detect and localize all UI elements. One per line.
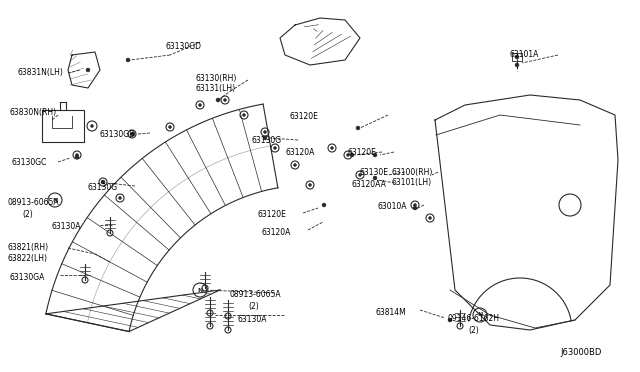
Text: 63130(RH): 63130(RH) xyxy=(196,74,237,83)
Circle shape xyxy=(193,283,207,297)
Circle shape xyxy=(216,98,220,102)
Text: 63101(LH): 63101(LH) xyxy=(392,178,432,187)
Circle shape xyxy=(118,196,122,199)
Text: 63130GB: 63130GB xyxy=(100,130,135,139)
Text: 08913-6065A: 08913-6065A xyxy=(8,198,60,207)
Circle shape xyxy=(90,125,93,128)
Circle shape xyxy=(126,58,130,62)
Text: 63831N(LH): 63831N(LH) xyxy=(18,68,64,77)
Circle shape xyxy=(264,131,266,134)
Circle shape xyxy=(86,68,90,72)
Circle shape xyxy=(168,125,172,128)
Text: J63000BD: J63000BD xyxy=(560,348,602,357)
Circle shape xyxy=(243,113,246,116)
Circle shape xyxy=(131,132,135,136)
Text: 09146-6162H: 09146-6162H xyxy=(447,314,499,323)
Circle shape xyxy=(263,136,267,140)
Text: 63120AA: 63120AA xyxy=(352,180,387,189)
Circle shape xyxy=(330,147,333,150)
Text: 63131(LH): 63131(LH) xyxy=(196,84,236,93)
Circle shape xyxy=(101,180,105,184)
Circle shape xyxy=(48,193,62,207)
Text: 63130A: 63130A xyxy=(52,222,81,231)
Circle shape xyxy=(429,217,431,219)
Text: 63120A: 63120A xyxy=(285,148,314,157)
Circle shape xyxy=(87,121,97,131)
Circle shape xyxy=(350,153,354,157)
Circle shape xyxy=(356,126,360,130)
Text: 63130GA: 63130GA xyxy=(10,273,45,282)
Text: (2): (2) xyxy=(468,326,479,335)
Text: 63130GC: 63130GC xyxy=(12,158,47,167)
Text: 08913-6065A: 08913-6065A xyxy=(230,290,282,299)
Circle shape xyxy=(75,155,79,159)
Circle shape xyxy=(515,55,519,59)
Circle shape xyxy=(102,180,104,183)
Circle shape xyxy=(294,164,296,167)
Text: 63822(LH): 63822(LH) xyxy=(8,254,48,263)
Text: N: N xyxy=(197,288,203,292)
Text: 63130G: 63130G xyxy=(252,136,282,145)
Circle shape xyxy=(76,154,79,157)
Circle shape xyxy=(373,176,377,180)
Text: 63830N(RH): 63830N(RH) xyxy=(10,108,57,117)
Circle shape xyxy=(515,63,519,67)
Circle shape xyxy=(322,203,326,207)
Circle shape xyxy=(131,132,134,135)
Text: (2): (2) xyxy=(22,210,33,219)
Text: 63101A: 63101A xyxy=(510,50,540,59)
Text: 63821(RH): 63821(RH) xyxy=(8,243,49,252)
Text: 63100(RH): 63100(RH) xyxy=(392,168,433,177)
Circle shape xyxy=(308,183,312,186)
Circle shape xyxy=(223,99,227,102)
Circle shape xyxy=(358,173,362,176)
Circle shape xyxy=(473,308,487,322)
Circle shape xyxy=(448,318,452,322)
Text: 63130E: 63130E xyxy=(360,168,389,177)
Text: N: N xyxy=(477,312,483,317)
Text: 63130GD: 63130GD xyxy=(165,42,201,51)
Text: 63120E: 63120E xyxy=(290,112,319,121)
Circle shape xyxy=(413,203,417,206)
Text: N: N xyxy=(52,198,58,202)
Circle shape xyxy=(273,147,276,150)
Circle shape xyxy=(373,153,377,157)
Circle shape xyxy=(198,103,202,106)
Text: 63814M: 63814M xyxy=(375,308,406,317)
Text: 63130G: 63130G xyxy=(88,183,118,192)
Text: 63120A: 63120A xyxy=(262,228,291,237)
Text: 63120E: 63120E xyxy=(348,148,377,157)
Text: 63130A: 63130A xyxy=(238,315,268,324)
Circle shape xyxy=(413,206,417,210)
Text: 63120E: 63120E xyxy=(258,210,287,219)
Text: (2): (2) xyxy=(248,302,259,311)
Circle shape xyxy=(346,154,349,157)
Text: 63010A: 63010A xyxy=(378,202,408,211)
